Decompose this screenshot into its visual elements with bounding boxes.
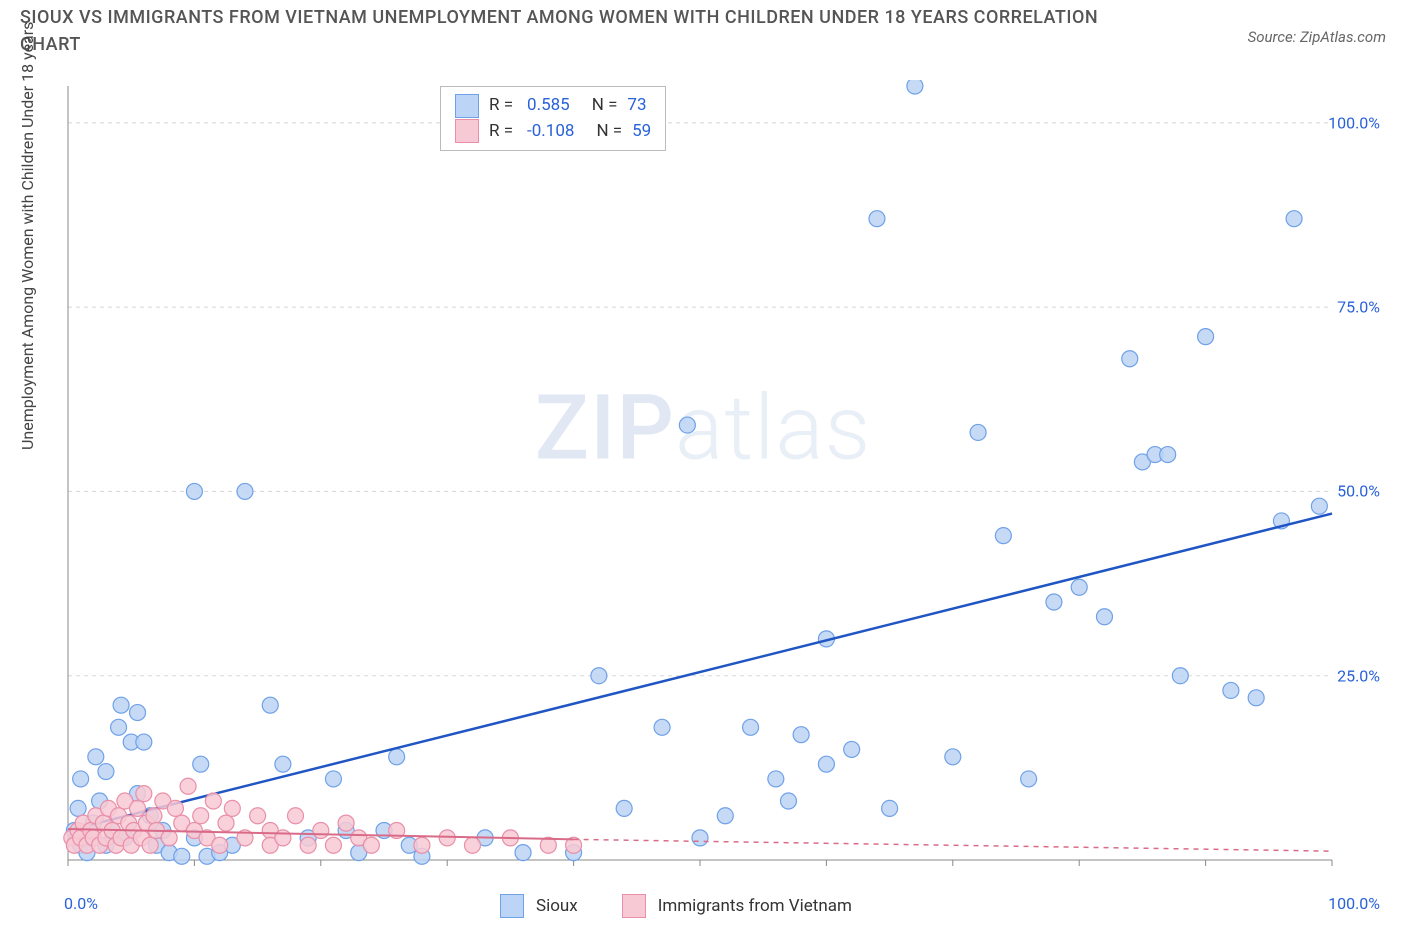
- scatter-plot: [62, 80, 1382, 880]
- r-value: 0.585: [527, 93, 570, 119]
- n-value: 59: [632, 119, 651, 145]
- legend-swatch-sioux: [455, 94, 479, 118]
- legend-label-vietnam: Immigrants from Vietnam: [658, 896, 852, 916]
- legend-swatch-vietnam: [622, 894, 646, 918]
- n-label: N =: [596, 119, 622, 145]
- r-label: R =: [489, 119, 513, 145]
- y-axis-label: Unemployment Among Women with Children U…: [18, 22, 37, 450]
- y-tick-label: 25.0%: [1337, 666, 1380, 685]
- y-tick-label: 75.0%: [1337, 298, 1380, 317]
- r-value: -0.108: [527, 119, 574, 145]
- r-label: R =: [489, 93, 513, 119]
- x-tick-max: 100.0%: [1328, 894, 1380, 913]
- y-tick-label: 100.0%: [1328, 113, 1380, 132]
- n-label: N =: [592, 93, 618, 119]
- chart-title: SIOUX VS IMMIGRANTS FROM VIETNAM UNEMPLO…: [20, 4, 1120, 58]
- legend-label-sioux: Sioux: [536, 896, 578, 916]
- y-tick-label: 50.0%: [1337, 482, 1380, 501]
- legend-swatch-vietnam: [455, 119, 479, 143]
- chart-area: [62, 80, 1382, 880]
- n-value: 73: [627, 93, 646, 119]
- series-legend: Sioux Immigrants from Vietnam: [500, 894, 852, 918]
- x-tick-min: 0.0%: [64, 894, 98, 913]
- legend-swatch-sioux: [500, 894, 524, 918]
- source-attribution: Source: ZipAtlas.com: [1248, 28, 1386, 46]
- correlation-legend: R = 0.585 N = 73 R = -0.108 N = 59: [440, 86, 666, 151]
